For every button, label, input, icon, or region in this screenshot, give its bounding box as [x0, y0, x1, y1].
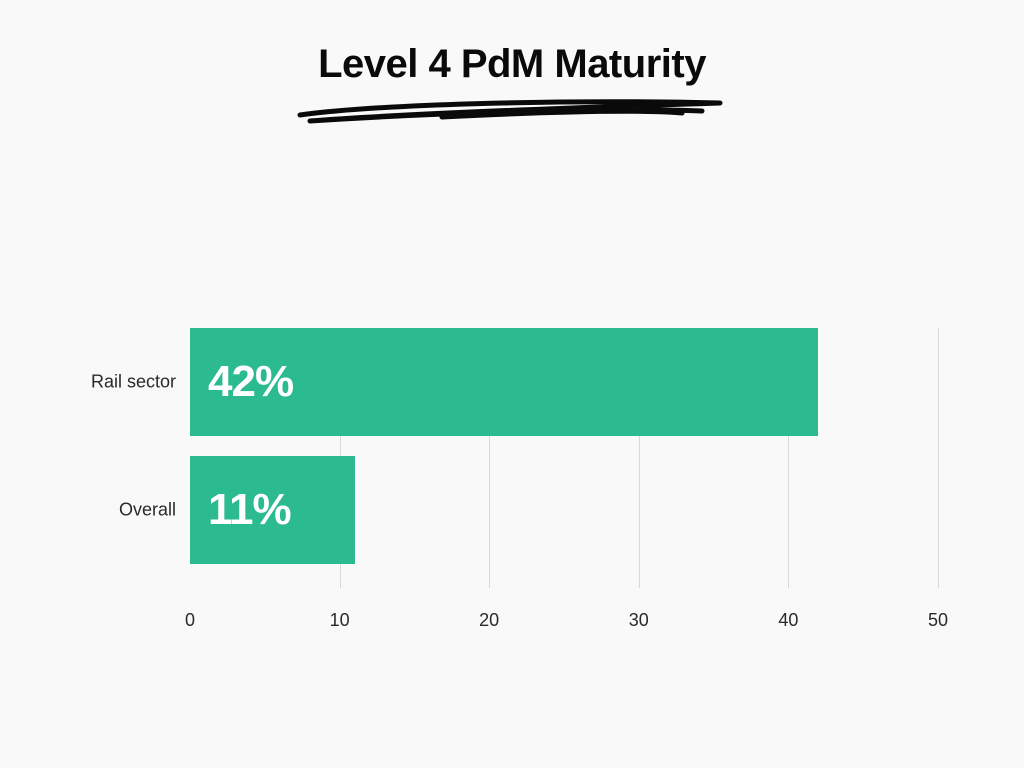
x-axis-tick: 40 — [778, 610, 798, 631]
bar: 42% — [190, 328, 818, 436]
bar: 11% — [190, 456, 355, 564]
y-axis-label: Overall — [119, 500, 176, 521]
x-axis-tick: 50 — [928, 610, 948, 631]
x-axis-tick: 10 — [330, 610, 350, 631]
x-axis-tick: 0 — [185, 610, 195, 631]
gridline — [938, 328, 939, 588]
x-axis-tick: 30 — [629, 610, 649, 631]
bar-value-label: 11% — [208, 485, 291, 535]
x-axis-tick: 20 — [479, 610, 499, 631]
y-axis-label: Rail sector — [91, 372, 176, 393]
bar-value-label: 42% — [208, 357, 293, 407]
bar-chart: 0 10 20 30 40 50 Rail sector 42% Overall 11% — [0, 0, 1024, 768]
